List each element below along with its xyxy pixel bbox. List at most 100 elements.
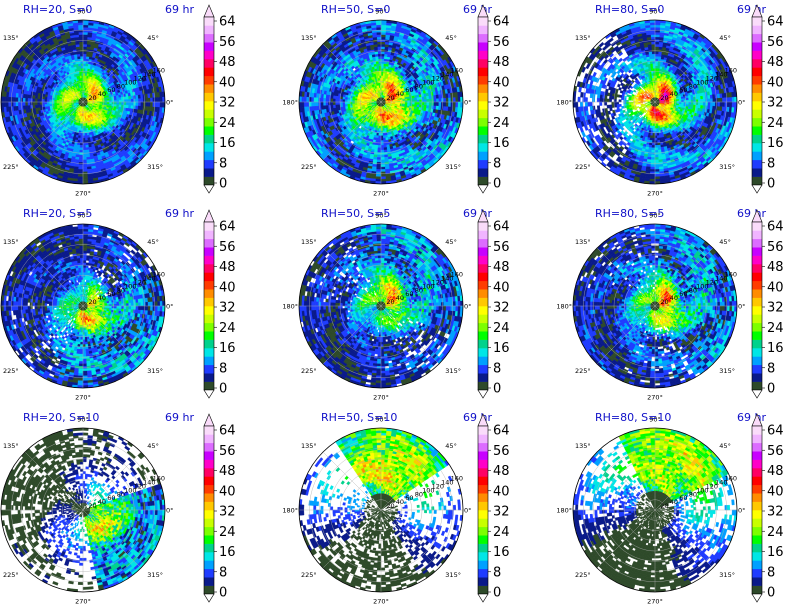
colorbar-level bbox=[478, 222, 488, 231]
colorbar-level bbox=[752, 364, 762, 374]
colorbar-tick-label: 8 bbox=[493, 361, 501, 376]
colorbar-level bbox=[752, 510, 762, 519]
radial-tick-label: 40 bbox=[670, 498, 678, 506]
angle-tick-label: 315° bbox=[445, 163, 461, 171]
colorbar-level bbox=[204, 264, 214, 273]
colorbar-level bbox=[204, 314, 214, 324]
colorbar-level bbox=[204, 526, 214, 536]
panel-6: 20 40 60 80 10012014016090°45°0°315°270°225°… bbox=[556, 207, 783, 402]
polar-frame bbox=[0, 427, 166, 593]
panel-title: RH=80, S=0 bbox=[595, 3, 664, 16]
radial-tick-label: 20 bbox=[386, 298, 394, 306]
colorbar-level bbox=[478, 247, 488, 256]
radial-tick-label: 40 bbox=[98, 90, 106, 98]
colorbar-level bbox=[752, 552, 762, 561]
colorbar-level bbox=[204, 552, 214, 561]
rain-rate-field bbox=[573, 428, 737, 592]
colorbar-tick-label: 16 bbox=[767, 136, 784, 151]
colorbar-level bbox=[204, 356, 214, 366]
colorbar-level bbox=[478, 59, 488, 68]
radial-tick-label: 120 bbox=[432, 483, 444, 491]
radial-tick-label: 100 bbox=[696, 486, 708, 494]
radial-tick-label: 80 bbox=[117, 82, 125, 90]
radial-tick-label: 140 bbox=[441, 479, 453, 487]
radial-tick-label: 60 bbox=[679, 494, 687, 502]
colorbar-level bbox=[204, 247, 214, 256]
colorbar-tick-label: 0 bbox=[493, 177, 501, 192]
polar-grid bbox=[0, 223, 166, 389]
angle-tick-label: 225° bbox=[575, 163, 591, 171]
colorbar-level bbox=[752, 476, 762, 486]
colorbar-level bbox=[752, 381, 762, 391]
colorbar-level bbox=[204, 381, 214, 391]
colorbar-level bbox=[478, 426, 488, 435]
colorbar-level bbox=[478, 364, 488, 374]
colorbar-level bbox=[752, 535, 762, 544]
panel-1: 20 40 60 80 10012014016090°45°0°315°270°225°… bbox=[0, 3, 236, 198]
colorbar-level bbox=[752, 306, 762, 315]
colorbar-level bbox=[752, 434, 762, 444]
colorbar-level bbox=[478, 42, 488, 51]
colorbar-level bbox=[204, 272, 214, 282]
colorbar-tick-label: 48 bbox=[219, 464, 236, 479]
colorbar-level bbox=[752, 289, 762, 298]
colorbar-level bbox=[204, 484, 214, 494]
colorbar-level bbox=[204, 280, 214, 290]
colorbar-tick-label: 24 bbox=[219, 321, 236, 336]
panel-time: 69 hr bbox=[463, 207, 492, 220]
colorbar-level bbox=[204, 501, 214, 511]
colorbar-level bbox=[478, 297, 488, 307]
colorbar-tick-label: 32 bbox=[219, 301, 236, 316]
colorbar-tick-label: 8 bbox=[493, 565, 501, 580]
colorbar-tick-label: 32 bbox=[493, 96, 510, 111]
angle-tick-label: 135° bbox=[575, 238, 591, 246]
colorbar-level bbox=[204, 222, 214, 231]
angle-tick-label: 180° bbox=[556, 99, 572, 107]
colorbar-level bbox=[204, 42, 214, 51]
colorbar-level bbox=[478, 434, 488, 444]
colorbar-level bbox=[752, 126, 762, 135]
colorbar-level bbox=[478, 468, 488, 477]
radial-tick-label: 20 bbox=[660, 94, 668, 102]
radial-tick-label: 160 bbox=[725, 475, 737, 483]
colorbar-tick-label: 16 bbox=[493, 136, 510, 151]
colorbar-tick-label: 16 bbox=[219, 545, 236, 560]
radial-tick-label: 120 bbox=[432, 75, 444, 83]
colorbar-tick-label: 56 bbox=[767, 240, 784, 255]
colorbar-level bbox=[752, 84, 762, 93]
colorbar-level bbox=[478, 314, 488, 324]
colorbar-tick-label: 8 bbox=[219, 565, 227, 580]
colorbar-level bbox=[752, 134, 762, 144]
colorbar-tick-label: 16 bbox=[493, 545, 510, 560]
colorbar-level bbox=[752, 543, 762, 553]
radial-tick-label: 160 bbox=[725, 271, 737, 279]
radial-tick-label: 160 bbox=[451, 271, 463, 279]
colorbar-extend-min bbox=[477, 184, 489, 194]
colorbar-tick-label: 40 bbox=[493, 484, 510, 499]
polar-frame bbox=[0, 223, 166, 389]
radial-tick-label: 80 bbox=[415, 286, 423, 294]
colorbar-level bbox=[752, 568, 762, 578]
panel-time: 69 hr bbox=[463, 3, 492, 16]
polar-grid bbox=[0, 19, 166, 185]
colorbar-level bbox=[752, 348, 762, 357]
radial-tick-label: 80 bbox=[117, 286, 125, 294]
polar-frame bbox=[298, 19, 464, 185]
colorbar-level bbox=[478, 238, 488, 248]
colorbar-extend-max bbox=[203, 209, 215, 223]
angle-tick-label: 45° bbox=[445, 238, 457, 246]
angle-tick-label: 45° bbox=[147, 238, 159, 246]
angle-tick-label: 135° bbox=[3, 442, 19, 450]
angle-tick-label: 45° bbox=[147, 34, 159, 42]
colorbar-extend-min bbox=[751, 184, 763, 194]
colorbar-level bbox=[752, 59, 762, 68]
angle-tick-label: 315° bbox=[445, 367, 461, 375]
angle-tick-label: 315° bbox=[719, 163, 735, 171]
colorbar-level bbox=[204, 373, 214, 382]
radial-tick-label: 40 bbox=[396, 90, 404, 98]
radial-tick-label: 60 bbox=[679, 290, 687, 298]
colorbar-level bbox=[752, 67, 762, 77]
radial-tick-label: 140 bbox=[441, 71, 453, 79]
angle-tick-label: 0° bbox=[738, 507, 745, 515]
colorbar-tick-label: 56 bbox=[219, 35, 236, 50]
